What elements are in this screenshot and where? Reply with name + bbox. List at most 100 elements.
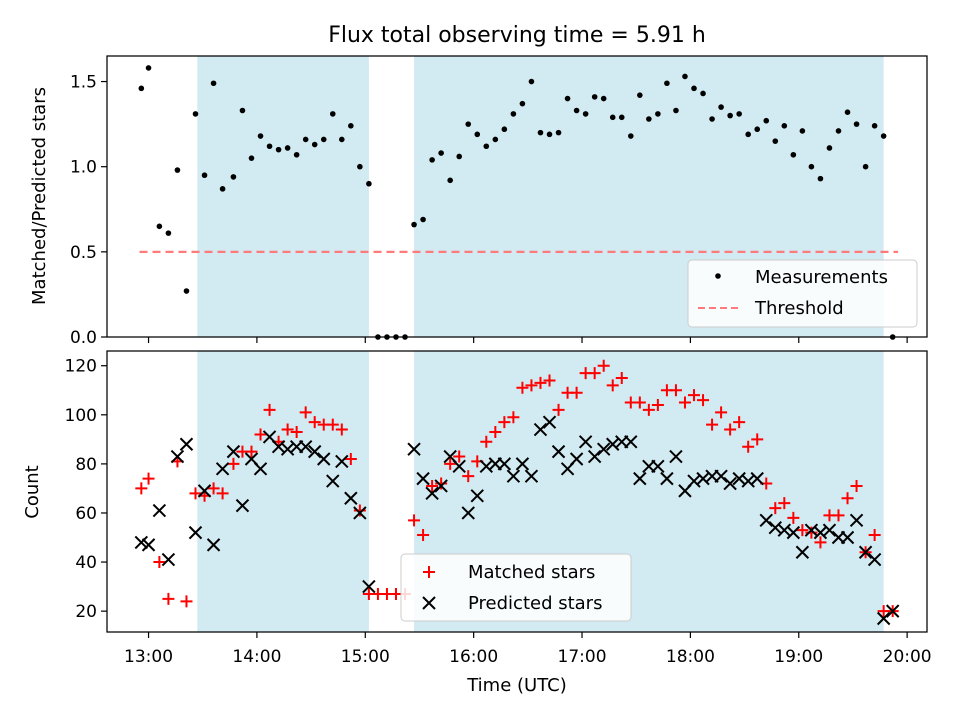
- x-tick-label: 17:00: [558, 647, 607, 667]
- matched-stars-point: [724, 423, 737, 436]
- matched-stars-point: [299, 406, 312, 419]
- x-axis-label: Time (UTC): [466, 675, 567, 696]
- measurement-point: [302, 136, 309, 143]
- measurement-point: [700, 90, 706, 97]
- top-x-ticks: [147, 337, 908, 343]
- x-tick-label: 19:00: [774, 647, 823, 667]
- top-axes-frame: [106, 55, 928, 338]
- measurement-point: [438, 150, 444, 156]
- matched-stars-point: [606, 379, 619, 392]
- x-tick-label: 18:00: [666, 647, 715, 667]
- top-shaded-interval: [197, 56, 369, 337]
- measurement-point: [201, 172, 208, 179]
- measurement-point: [284, 145, 291, 151]
- predicted-stars-point: [335, 454, 349, 469]
- measurement-point: [230, 174, 237, 180]
- predicted-stars-point: [317, 452, 331, 466]
- measurement-point: [835, 128, 842, 134]
- matched-stars-point: [787, 511, 800, 524]
- predicted-stars-point: [206, 538, 221, 552]
- matched-stars-point: [498, 416, 511, 429]
- matched-stars-point: [263, 403, 276, 416]
- bottom-legend-box: [400, 553, 632, 622]
- bottom-y-tick-label: 40: [75, 553, 97, 573]
- measurement-point: [366, 180, 372, 187]
- top-y-tick-label: 1.0: [70, 158, 97, 178]
- predicted-stars-point: [524, 469, 539, 483]
- measurement-point: [239, 107, 246, 114]
- measurement-point: [862, 163, 869, 170]
- predicted-stars-point: [849, 513, 864, 528]
- predicted-stars-point: [470, 489, 484, 503]
- predicted-stars-point: [161, 552, 176, 567]
- matched-stars-point: [444, 457, 457, 470]
- matched-stars-point: [769, 502, 782, 515]
- matched-stars-point: [552, 403, 565, 416]
- measurement-point: [609, 114, 616, 121]
- predicted-stars-point: [624, 435, 638, 449]
- measurement-point: [573, 107, 580, 114]
- matched-stars-point: [516, 381, 529, 394]
- matched-stars-point: [633, 396, 646, 409]
- measurement-point: [293, 151, 300, 158]
- predicted-stars-point: [497, 457, 512, 471]
- predicted-stars-point: [308, 444, 322, 459]
- predicted-stars-point: [134, 535, 149, 550]
- measurement-point: [320, 136, 327, 143]
- predicted-stars-point: [759, 513, 773, 528]
- measurement-point: [591, 94, 598, 100]
- matched-stars-point: [814, 536, 827, 549]
- predicted-stars-point: [298, 440, 313, 454]
- measurement-point: [210, 80, 217, 87]
- matched-stars-point: [153, 556, 166, 569]
- measurement-point: [348, 123, 354, 129]
- top-y-axis: 0.0 0.5 1.0 1.5: [70, 73, 107, 348]
- measurement-point: [429, 157, 435, 163]
- matched-stars-point: [290, 425, 303, 438]
- matched-stars-point: [778, 497, 791, 510]
- measurement-point: [219, 186, 226, 192]
- matched-stars-point: [841, 492, 854, 505]
- measurement-point: [673, 107, 679, 114]
- bottom-x-axis: 13:00 14:00 15:00 16:00 17:00 18:00 19:00 20:00: [124, 632, 932, 667]
- bottom-y-tick-label: 20: [75, 602, 97, 622]
- measurement-point: [447, 177, 453, 184]
- matched-stars-point: [426, 479, 439, 492]
- matched-stars-point: [688, 389, 701, 402]
- predicted-stars-point: [840, 530, 855, 545]
- predicted-stars-point: [660, 471, 674, 486]
- top-data-points: [138, 65, 896, 340]
- predicted-stars-point: [326, 474, 340, 488]
- measurement-point: [420, 216, 426, 223]
- matched-stars-point: [480, 435, 493, 448]
- x-tick-label: 13:00: [124, 647, 173, 667]
- top-y-tick-label: 1.5: [70, 73, 97, 93]
- measurement-point: [311, 141, 318, 148]
- matched-stars-point: [805, 526, 818, 539]
- predicted-stars-point: [170, 449, 185, 464]
- measurement-point: [357, 163, 363, 170]
- bottom-y-tick-label: 80: [75, 455, 97, 475]
- matched-stars-point: [180, 595, 193, 608]
- matched-stars-point: [715, 406, 728, 419]
- bottom-y-tick-label: 100: [65, 406, 97, 426]
- matched-stars-point: [543, 374, 556, 387]
- measurement-point: [871, 123, 878, 129]
- predicted-stars-point: [687, 474, 701, 488]
- matched-stars-point: [353, 504, 366, 517]
- predicted-stars-point: [461, 506, 475, 520]
- predicted-stars-point: [407, 442, 421, 456]
- legend-label-threshold: Threshold: [754, 298, 844, 319]
- measurement-point: [519, 100, 526, 107]
- predicted-stars-point: [750, 471, 764, 486]
- matched-stars-point: [142, 472, 155, 485]
- measurement-point: [145, 65, 152, 71]
- matched-legend-marker: [423, 566, 435, 578]
- measurement-point: [465, 121, 472, 127]
- predicted-stars-point: [179, 437, 194, 451]
- matched-stars-point: [207, 482, 220, 495]
- matched-stars-point: [642, 403, 655, 416]
- measurement-point: [411, 221, 417, 228]
- matched-stars-point: [408, 514, 421, 527]
- bottom-data-points: [134, 359, 900, 626]
